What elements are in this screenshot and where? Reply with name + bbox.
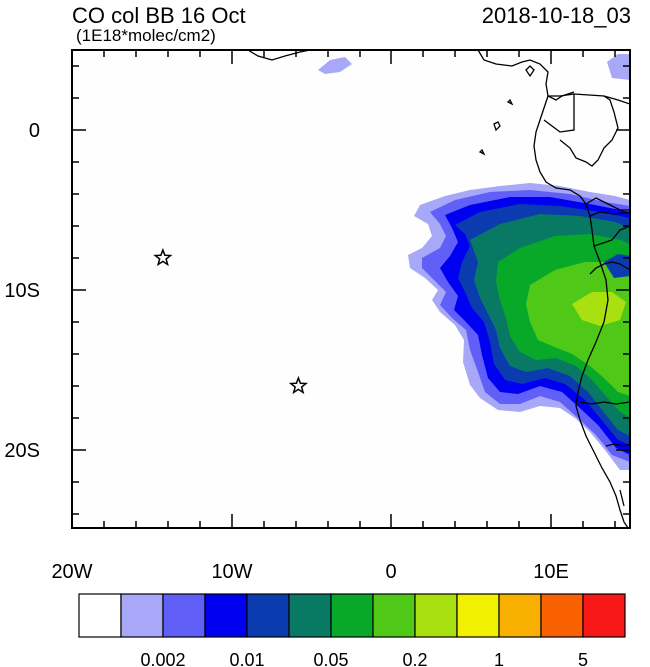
colorbar-box [162, 593, 206, 638]
colorbar-box [582, 593, 626, 638]
colorbar-box [414, 593, 458, 638]
tick-labels: 20W 10W 0 10E 0 10S 20S [4, 120, 568, 583]
colorbar-box [456, 593, 500, 638]
x-tick-label: 20W [51, 561, 92, 583]
colorbar-box [288, 593, 332, 638]
colorbar-box [246, 593, 290, 638]
colorbar-box [540, 593, 584, 638]
colorbar-labels: 0.002 0.01 0.05 0.2 1 5 [140, 650, 588, 667]
star-marker-1 [153, 247, 173, 267]
colorbar-label: 5 [578, 650, 588, 667]
colorbar-box [498, 593, 542, 638]
axis-ticks [71, 50, 630, 528]
map-frame [71, 49, 631, 529]
colorbar-label: 0.2 [402, 650, 427, 667]
star-marker-2 [288, 375, 309, 395]
x-tick-label: 10E [533, 561, 569, 583]
map-title: CO col BB 16 Oct [72, 3, 246, 28]
star-markers [153, 247, 309, 395]
colorbar-box [120, 593, 164, 638]
colorbar-label: 0.01 [229, 650, 264, 667]
coastline [247, 50, 630, 528]
map-date: 2018-10-18_03 [481, 3, 631, 28]
map-units: (1E18*molec/cm2) [76, 26, 216, 45]
x-tick-label: 10W [211, 561, 252, 583]
colorbar-label: 0.05 [313, 650, 348, 667]
colorbar-label: 0.002 [140, 650, 185, 667]
co-plume-field [318, 54, 630, 470]
colorbar-box [372, 593, 416, 638]
y-tick-label: 10S [4, 280, 40, 302]
x-tick-label: 0 [385, 561, 396, 583]
colorbar-box [204, 593, 248, 638]
y-tick-label: 20S [4, 440, 40, 462]
colorbar [78, 593, 626, 638]
colorbar-box [330, 593, 374, 638]
colorbar-label: 1 [494, 650, 504, 667]
colorbar-box [78, 593, 122, 638]
y-tick-label: 0 [29, 120, 40, 142]
